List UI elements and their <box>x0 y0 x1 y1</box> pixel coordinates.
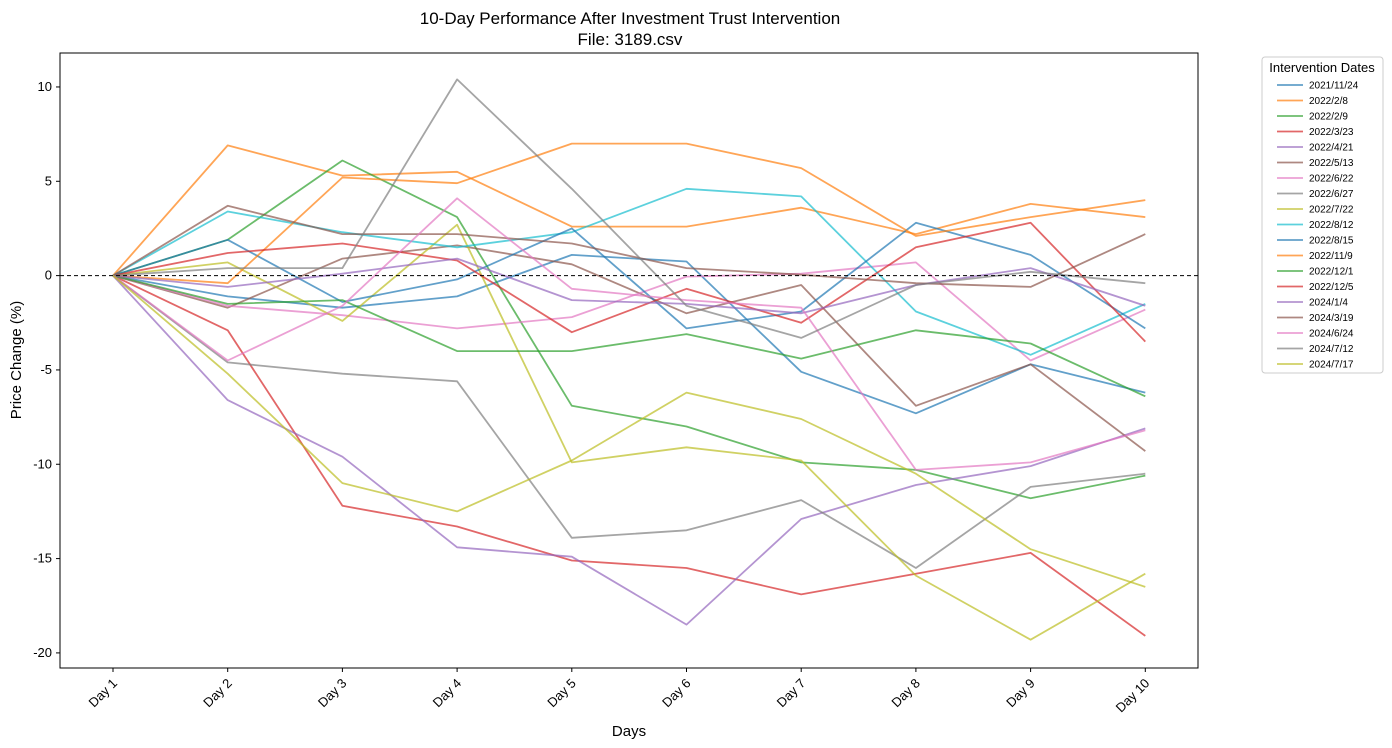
x-tick-label: Day 10 <box>1113 676 1153 716</box>
legend-label: 2022/3/23 <box>1309 127 1354 138</box>
legend-label: 2022/8/12 <box>1309 220 1354 231</box>
y-tick-label: -20 <box>33 645 52 660</box>
legend-label: 2024/1/4 <box>1309 298 1348 309</box>
series-layer <box>112 78 1146 641</box>
legend-label: 2022/12/5 <box>1309 282 1354 293</box>
series-line-2022-12-1 <box>112 274 1146 398</box>
series-line-2022-4-21 <box>112 274 1146 626</box>
y-tick-label: -5 <box>40 362 52 377</box>
legend-label: 2022/12/1 <box>1309 267 1354 278</box>
chart-title: 10-Day Performance After Investment Trus… <box>420 9 840 28</box>
series-line-2024-1-4 <box>112 257 1146 315</box>
legend-title: Intervention Dates <box>1269 60 1375 75</box>
legend-label: 2022/6/22 <box>1309 174 1354 185</box>
legend-label: 2022/7/22 <box>1309 205 1354 216</box>
y-tick-label: -10 <box>33 456 52 471</box>
legend-label: 2024/6/24 <box>1309 329 1354 340</box>
x-tick-label: Day 2 <box>200 676 235 711</box>
legend-label: 2022/8/15 <box>1309 236 1354 247</box>
legend-label: 2022/6/27 <box>1309 189 1354 200</box>
series-line-2022-5-13 <box>112 244 1146 452</box>
series-line-2022-2-9 <box>112 159 1146 500</box>
legend-label: 2021/11/24 <box>1309 81 1359 92</box>
series-line-2022-6-27 <box>112 274 1146 569</box>
series-line-2022-3-23 <box>112 274 1146 637</box>
y-tick-label: 0 <box>45 268 52 283</box>
series-line-2022-7-22 <box>112 223 1146 641</box>
series-line-2024-7-12 <box>112 78 1146 339</box>
series-line-2022-8-12 <box>112 187 1146 356</box>
x-tick-label: Day 9 <box>1003 676 1038 711</box>
y-axis-ticks: -20 -15 -10 -5 0 5 10 <box>33 79 60 660</box>
x-tick-label: Day 8 <box>888 676 923 711</box>
legend-label: 2022/2/8 <box>1309 96 1348 107</box>
legend-label: 2022/2/9 <box>1309 112 1348 123</box>
y-tick-label: -15 <box>33 551 52 566</box>
series-line-2022-6-22 <box>112 261 1146 362</box>
legend-label: 2024/7/12 <box>1309 344 1354 355</box>
series-line-2022-2-8 <box>112 144 1146 277</box>
series-line-2022-11-9 <box>112 142 1146 285</box>
legend-label: 2024/7/17 <box>1309 360 1354 371</box>
series-line-2024-6-24 <box>112 197 1146 471</box>
y-axis-label: Price Change (%) <box>8 301 25 419</box>
plot-area-frame <box>59 52 1199 669</box>
x-tick-label: Day 4 <box>430 676 465 711</box>
x-tick-label: Day 7 <box>774 676 809 711</box>
chart-subtitle: File: 3189.csv <box>578 30 683 49</box>
series-line-2022-12-5 <box>112 221 1146 343</box>
x-axis-label: Days <box>612 723 646 740</box>
legend: Intervention Dates 2021/11/242022/2/8202… <box>1261 56 1384 374</box>
series-line-2024-7-17 <box>112 274 1146 588</box>
legend-label: 2024/3/19 <box>1309 313 1354 324</box>
x-axis-ticks: Day 1 Day 2 Day 3 Day 4 Day 5 Day 6 Day 7 Day 8… <box>85 668 1152 715</box>
series-line-2024-3-19 <box>112 204 1146 288</box>
legend-label: 2022/11/9 <box>1309 251 1353 262</box>
series-line-2022-8-15 <box>112 221 1146 330</box>
x-tick-label: Day 3 <box>315 676 350 711</box>
y-tick-label: 10 <box>38 79 52 94</box>
x-tick-label: Day 6 <box>659 676 694 711</box>
legend-label: 2022/5/13 <box>1309 158 1354 169</box>
x-tick-label: Day 5 <box>544 676 579 711</box>
legend-label: 2022/4/21 <box>1309 143 1354 154</box>
x-tick-label: Day 1 <box>85 676 120 711</box>
legend-items: 2021/11/24 2022/2/8 2022/2/9 2022/3/23 2022/… <box>1277 81 1359 371</box>
y-tick-label: 5 <box>45 173 52 188</box>
legend-box <box>1261 56 1384 374</box>
